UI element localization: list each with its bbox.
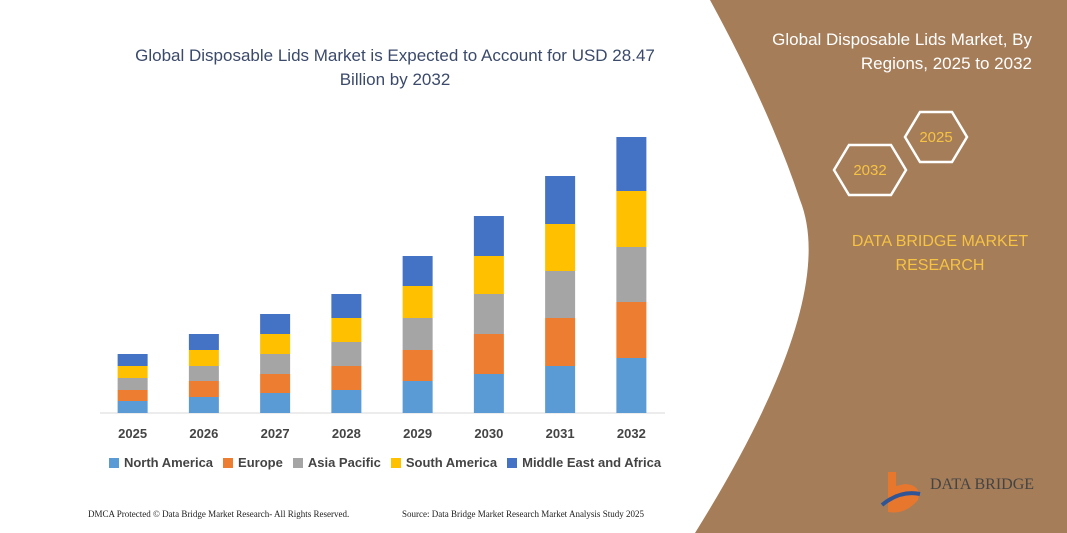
bar-segment <box>616 358 647 413</box>
bar-segment <box>545 176 576 224</box>
legend: North America Europe Asia Pacific South Ame… <box>60 455 710 470</box>
x-tick-label: 2027 <box>261 426 290 441</box>
hexagon <box>903 110 969 164</box>
bar-segment <box>616 137 647 191</box>
bar-segment <box>402 350 433 381</box>
hexagon-label: 2025 <box>919 129 952 146</box>
bar-segment <box>473 374 504 413</box>
x-tick-label: 2029 <box>403 426 432 441</box>
bar-segment <box>260 374 291 393</box>
side-panel <box>695 0 1067 533</box>
footer-right: Source: Data Bridge Market Research Mark… <box>402 509 644 519</box>
bar-segment <box>473 294 504 334</box>
bar-segment <box>260 334 291 354</box>
bar-segment <box>545 318 576 366</box>
bar-segment <box>331 294 362 318</box>
bar-segment <box>402 318 433 350</box>
side-title: Global Disposable Lids Market, By Region… <box>772 30 1032 73</box>
bar-segment <box>117 401 148 413</box>
footer-left: DMCA Protected © Data Bridge Market Rese… <box>88 509 350 519</box>
bar-segment <box>188 381 219 397</box>
legend-swatch <box>108 457 119 468</box>
bar-segment <box>402 256 433 286</box>
bar-segment <box>402 381 433 413</box>
x-tick-label: 2031 <box>546 426 575 441</box>
legend-label: South America <box>405 455 498 470</box>
legend-label: North America <box>123 455 214 470</box>
bar-segment <box>545 271 576 318</box>
legend-label: Asia Pacific <box>307 455 381 470</box>
x-tick-label: 2026 <box>189 426 218 441</box>
bar-segment <box>260 393 291 413</box>
legend-item: Middle East and Africa <box>507 455 661 470</box>
bar-segment <box>473 216 504 256</box>
bar-segment <box>188 350 219 366</box>
legend-swatch <box>507 457 518 468</box>
bar-segment <box>616 247 647 302</box>
bar-segment <box>331 318 362 342</box>
bar-segment <box>545 224 576 271</box>
bar-segment <box>331 366 362 390</box>
hexagon <box>832 143 908 197</box>
bar-segment <box>188 397 219 413</box>
bar-segment <box>260 314 291 334</box>
legend-item: Europe <box>223 455 283 470</box>
bar-segment <box>331 342 362 366</box>
bar-segment <box>473 256 504 294</box>
logo-swoosh <box>880 491 921 507</box>
legend-item: Asia Pacific <box>292 455 381 470</box>
bar-segment <box>188 334 219 350</box>
brand: DATA BRIDGE MARKET RESEARCH <box>851 233 1029 274</box>
chart-title: Global Disposable Lids Market is Expecte… <box>135 46 655 89</box>
x-tick-label: 2030 <box>474 426 503 441</box>
hexagon-label: 2032 <box>853 162 886 179</box>
bar-segment <box>117 390 148 401</box>
legend-label: Europe <box>238 455 283 470</box>
legend-swatch <box>223 457 234 468</box>
x-tick-label: 2028 <box>332 426 361 441</box>
bar-segment <box>331 390 362 413</box>
bar-segment <box>117 378 148 390</box>
logo-text: DATA BRIDGE <box>930 476 1035 493</box>
bar-segment <box>545 366 576 413</box>
legend-label: Middle East and Africa <box>522 455 662 470</box>
legend-item: North America <box>108 455 214 470</box>
bar-segment <box>473 334 504 374</box>
bar-segment <box>117 354 148 366</box>
legend-item: South America <box>390 455 498 470</box>
bar-segment <box>616 302 647 358</box>
bar-segment <box>616 191 647 247</box>
x-tick-label: 2025 <box>118 426 147 441</box>
bar-segment <box>260 354 291 374</box>
legend-swatch <box>292 457 303 468</box>
legend-swatch <box>390 457 401 468</box>
bar-segment <box>188 366 219 381</box>
bar-segment <box>117 366 148 378</box>
x-tick-label: 2032 <box>617 426 646 441</box>
bar-segment <box>402 286 433 318</box>
